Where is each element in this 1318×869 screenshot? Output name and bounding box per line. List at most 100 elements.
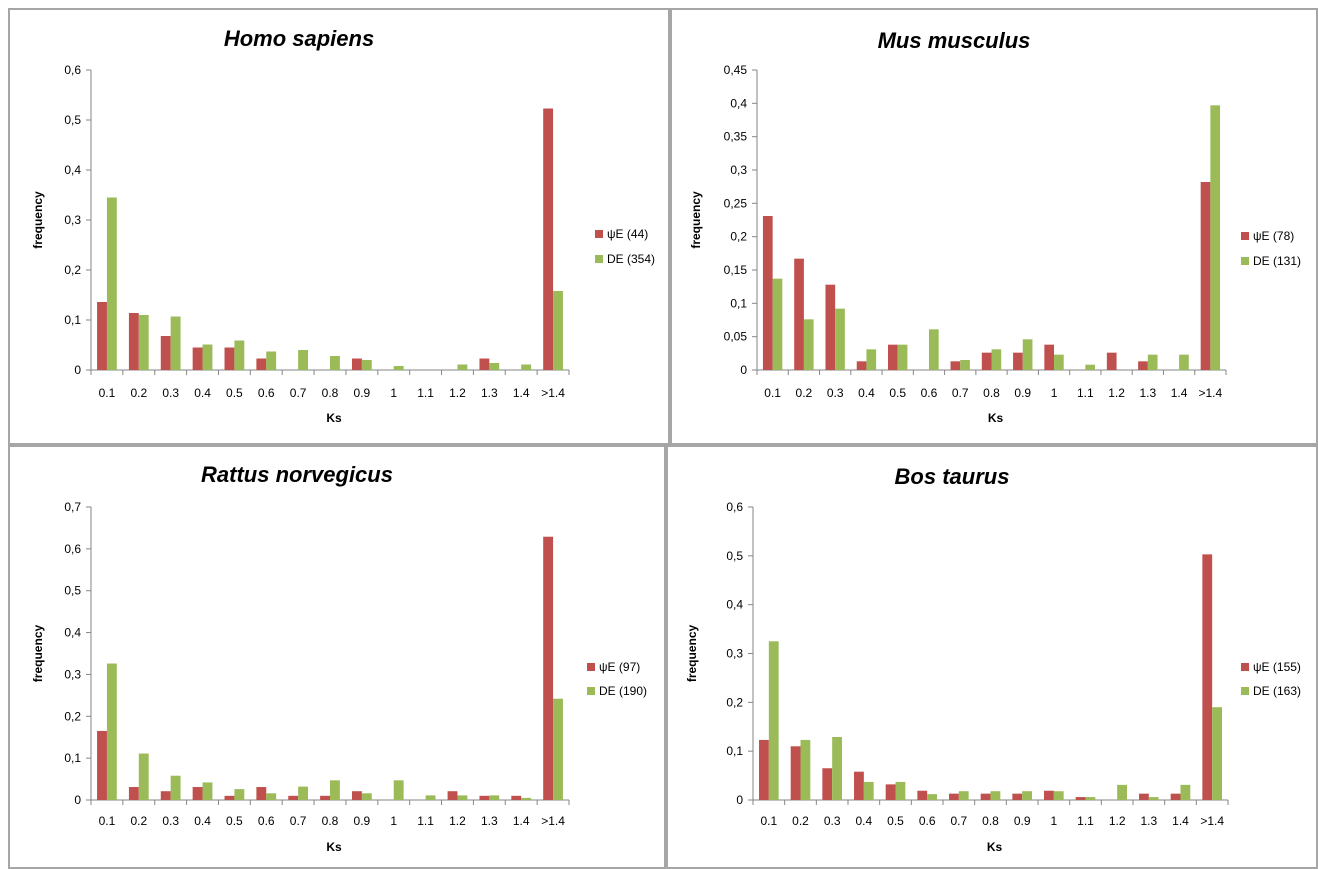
legend-label-de: DE (131) bbox=[1253, 254, 1301, 268]
bar-de-0-9 bbox=[1022, 791, 1032, 800]
x-tick-label: 0.8 bbox=[982, 814, 999, 828]
bar-psie-0-8 bbox=[980, 793, 991, 800]
chart-title: Rattus norvegicus bbox=[201, 462, 393, 487]
chart-panel-mus-musculus: Mus musculus 0 0,05 0,1 0,15 0,2 0,25 0,3 0,35 0,… bbox=[670, 8, 1318, 445]
x-tick-label: 0.3 bbox=[824, 814, 841, 828]
legend-swatch-de bbox=[1241, 257, 1249, 265]
bar-psie-0-5 bbox=[888, 344, 898, 370]
y-axis-label: frequency bbox=[685, 625, 699, 683]
x-tick-label: 0.6 bbox=[258, 386, 275, 400]
y-tick-label: 0,45 bbox=[724, 63, 748, 77]
bar-psie-0-3 bbox=[160, 791, 171, 800]
bar-de-0-6 bbox=[927, 794, 937, 800]
bar-de-0-4 bbox=[202, 344, 213, 370]
bar-de-1-3 bbox=[489, 363, 500, 370]
x-tick-label: 1.3 bbox=[1139, 386, 1156, 400]
legend-label-de: DE (190) bbox=[599, 684, 647, 698]
bar-de-0-3 bbox=[832, 737, 842, 800]
bar-psie-1 bbox=[1044, 344, 1055, 370]
y-tick-label: 0,6 bbox=[64, 63, 81, 77]
x-tick-label: 0.6 bbox=[919, 814, 936, 828]
bar-de-1-4 bbox=[521, 797, 532, 800]
x-tick-label: 1 bbox=[390, 814, 397, 828]
chart-title: Bos taurus bbox=[895, 464, 1010, 489]
x-tick-label: 0.4 bbox=[194, 386, 211, 400]
bar-psie-1 bbox=[1044, 790, 1054, 800]
x-tick-label: 1.2 bbox=[449, 386, 466, 400]
chart-panel-homo-sapiens: Homo sapiens 0 0,1 0,2 0,3 0,4 0,5 0,6 0.1 0.2 0.3… bbox=[8, 8, 670, 445]
x-tick-label: 1.3 bbox=[481, 386, 498, 400]
bar-psie-0-5 bbox=[224, 347, 235, 370]
bar-de-0-7 bbox=[960, 360, 970, 370]
bar-de-1-1 bbox=[1085, 364, 1095, 370]
bar-de-1 bbox=[393, 780, 404, 800]
bar-psie-1-1 bbox=[1075, 797, 1086, 800]
x-tick-label: 0.1 bbox=[764, 386, 781, 400]
bar-de-1-4 bbox=[1212, 707, 1222, 800]
y-tick-label: 0 bbox=[740, 363, 747, 377]
bar-psie-1-4 bbox=[543, 536, 554, 800]
y-axis-label: frequency bbox=[31, 625, 45, 683]
y-tick-label: 0,6 bbox=[64, 542, 81, 556]
x-tick-label: 0.7 bbox=[952, 386, 969, 400]
bar-psie-0-2 bbox=[128, 787, 139, 800]
bar-de-0-8 bbox=[990, 791, 1001, 800]
bar-de-0-4 bbox=[866, 349, 877, 370]
x-tick-label: 0.2 bbox=[130, 814, 147, 828]
x-tick-label: 0.5 bbox=[226, 386, 243, 400]
x-tick-label: 1.1 bbox=[417, 386, 434, 400]
x-tick-label: 0.7 bbox=[950, 814, 967, 828]
y-tick-label: 0,5 bbox=[64, 113, 81, 127]
bar-psie-1-4 bbox=[1200, 182, 1211, 370]
bar-psie-0-3 bbox=[825, 284, 836, 370]
y-tick-label: 0,05 bbox=[724, 330, 748, 344]
bar-de-0-1 bbox=[106, 197, 117, 370]
bar-de-0-7 bbox=[958, 791, 969, 800]
bar-de-1 bbox=[1054, 354, 1064, 370]
bar-de-1-4 bbox=[1180, 784, 1191, 800]
bar-psie-1-3 bbox=[479, 358, 490, 370]
y-tick-label: 0,3 bbox=[730, 163, 747, 177]
y-tick-label: 0,15 bbox=[724, 263, 748, 277]
y-tick-label: 0,1 bbox=[64, 751, 81, 765]
y-axis-label: frequency bbox=[689, 191, 703, 249]
bar-psie-0-1 bbox=[97, 730, 107, 800]
bar-psie-0-5 bbox=[224, 795, 235, 800]
x-tick-label: 1.1 bbox=[417, 814, 434, 828]
bar-psie-0-9 bbox=[351, 358, 362, 370]
bar-de-1-3 bbox=[489, 795, 500, 800]
bar-psie-0-5 bbox=[885, 784, 896, 800]
y-tick-label: 0,1 bbox=[730, 296, 747, 310]
x-tick-label: 0.4 bbox=[194, 814, 211, 828]
bar-psie-0-1 bbox=[762, 216, 773, 370]
x-tick-label: 0.1 bbox=[99, 386, 116, 400]
x-tick-label: 0.8 bbox=[322, 814, 339, 828]
bar-de-1-2 bbox=[457, 795, 468, 800]
bar-de-0-3 bbox=[170, 316, 181, 370]
legend-swatch-psie bbox=[587, 663, 595, 671]
bar-de-0-2 bbox=[138, 753, 149, 800]
x-tick-label: 1.1 bbox=[1077, 386, 1094, 400]
bar-psie-0-2 bbox=[790, 746, 801, 800]
bar-psie-0-8 bbox=[981, 352, 992, 370]
y-tick-label: 0,4 bbox=[730, 96, 747, 110]
bar-de-1-1 bbox=[425, 795, 436, 800]
bar-de-0-4 bbox=[202, 782, 213, 800]
x-tick-label: 0.1 bbox=[760, 814, 777, 828]
bar-psie-1-2 bbox=[1106, 352, 1117, 370]
x-tick-label: >1.4 bbox=[541, 386, 565, 400]
bar-de-0-5 bbox=[234, 340, 245, 370]
bar-psie-0-7 bbox=[950, 361, 961, 370]
bar-psie-0-3 bbox=[160, 336, 171, 370]
x-tick-label: 0.9 bbox=[1014, 814, 1031, 828]
x-tick-label: 0.5 bbox=[887, 814, 904, 828]
bar-psie-0-6 bbox=[917, 790, 928, 800]
bar-psie-0-2 bbox=[128, 313, 139, 370]
bar-psie-0-6 bbox=[256, 787, 267, 800]
y-tick-label: 0,3 bbox=[64, 667, 81, 681]
bar-de-0-3 bbox=[835, 308, 845, 370]
y-tick-label: 0 bbox=[74, 793, 81, 807]
y-tick-label: 0,1 bbox=[726, 744, 743, 758]
y-tick-label: 0,2 bbox=[730, 230, 747, 244]
x-tick-label: 1 bbox=[1051, 386, 1058, 400]
